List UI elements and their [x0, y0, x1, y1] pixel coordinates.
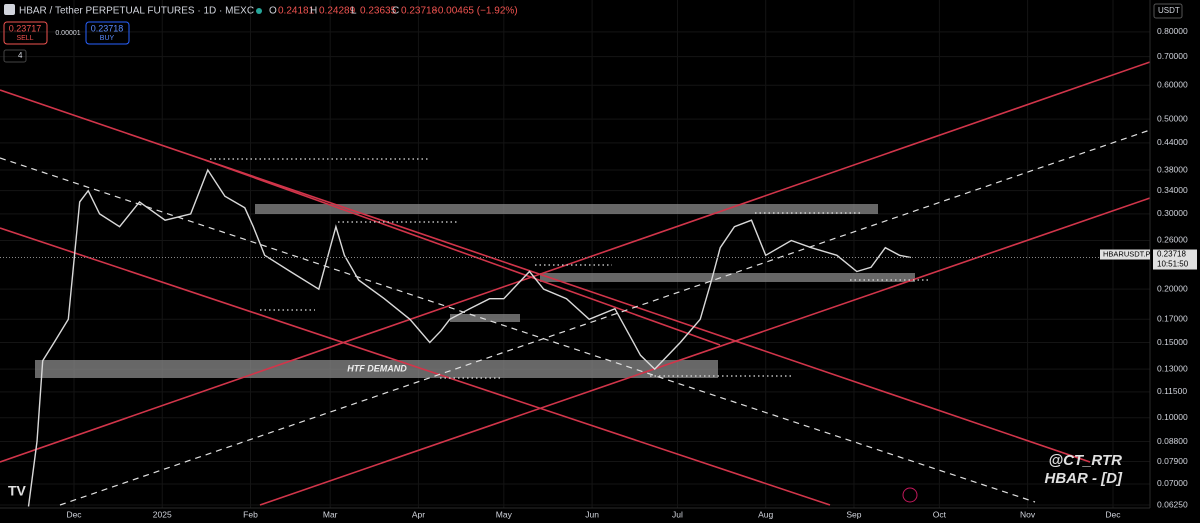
- supply-zone: [255, 204, 878, 214]
- price-tag-value-box: [1153, 249, 1197, 270]
- axes: 0.80000 0.70000 0.60000 0.50000 0.44000 0.380…: [66, 26, 1197, 519]
- ohlc-value: 0.24289: [319, 6, 356, 17]
- ohlc-key: L: [351, 6, 357, 17]
- x-tick-label: Oct: [933, 509, 947, 519]
- sell-price: 0.23717: [9, 23, 42, 33]
- y-tick-label: 0.38000: [1157, 164, 1188, 174]
- dashed-line: [59, 129, 1151, 506]
- spread: 0.00001: [55, 30, 80, 37]
- watermark: @CT_RTR: [1048, 452, 1122, 469]
- indicators-toggle[interactable]: [3, 49, 27, 63]
- x-tick-label: Aug: [758, 509, 773, 519]
- currency: USDT: [1158, 6, 1180, 15]
- status-dot: [256, 8, 262, 14]
- x-tick-label: Dec: [66, 509, 82, 519]
- y-tick-label: 0.50000: [1157, 113, 1188, 123]
- currency-button[interactable]: [1153, 3, 1183, 19]
- y-tick-label: 0.15000: [1157, 337, 1188, 347]
- buy-button[interactable]: [85, 21, 130, 45]
- symbol-icon: [4, 4, 15, 15]
- price-line: [27, 168, 912, 507]
- ohlc-key: C: [392, 6, 399, 17]
- plot: [0, 168, 1150, 507]
- price-tag-countdown: 10:51:50: [1157, 260, 1189, 269]
- y-tick-label: 0.11500: [1157, 386, 1187, 396]
- small-zone: [450, 314, 520, 322]
- y-tick-label: 0.60000: [1157, 80, 1188, 90]
- ohlc-key: O: [269, 6, 277, 17]
- zone-label: HTF DEMAND: [347, 363, 407, 373]
- y-tick-label: 0.13000: [1157, 363, 1188, 373]
- dashed-line: [0, 157, 1036, 503]
- demand-zone: [35, 360, 718, 378]
- x-tick-label: Apr: [412, 509, 425, 519]
- sell-label: SELL: [16, 35, 33, 42]
- y-tick-label: 0.20000: [1157, 283, 1188, 293]
- y-tick-label: 0.10000: [1157, 412, 1188, 422]
- y-tick-label: 0.70000: [1157, 51, 1188, 61]
- ohlc-key: H: [310, 6, 317, 17]
- channel-line: [204, 159, 721, 346]
- tv-logo: TV: [8, 483, 27, 499]
- y-tick-label: 0.17000: [1157, 314, 1188, 324]
- y-tick-label: 0.34000: [1157, 185, 1188, 195]
- symbol-title: HBAR / Tether PERPETUAL FUTURES · 1D · M…: [19, 6, 254, 17]
- y-tick-label: 0.08800: [1157, 436, 1188, 446]
- channel-line: [0, 227, 831, 506]
- indicators-count: 4: [18, 51, 23, 60]
- price-tag: [1100, 249, 1150, 260]
- buy-price: 0.23718: [91, 23, 124, 33]
- y-tick-label: 0.44000: [1157, 137, 1188, 147]
- price-tag-value: 0.23718: [1157, 250, 1186, 259]
- x-tick-label: Dec: [1105, 509, 1121, 519]
- ohlc-value: 0.23718: [401, 6, 438, 17]
- channel-line: [259, 197, 1151, 506]
- x-tick-label: Jun: [585, 509, 599, 519]
- y-tick-label: 0.26000: [1157, 235, 1188, 245]
- x-tick-label: Mar: [323, 509, 338, 519]
- price-tag-symbol: HBARUSDT.P: [1103, 249, 1151, 258]
- watermark: HBAR - [D]: [1045, 470, 1123, 487]
- support-zone: [540, 273, 915, 282]
- channel-line: [0, 89, 1091, 463]
- buy-label: BUY: [100, 35, 115, 42]
- y-tick-label: 0.80000: [1157, 26, 1188, 36]
- event-icon[interactable]: [902, 487, 918, 503]
- x-tick-label: Nov: [1020, 509, 1036, 519]
- x-tick-label: Feb: [243, 509, 258, 519]
- y-tick-label: 0.30000: [1157, 208, 1188, 218]
- x-tick-label: May: [496, 509, 513, 519]
- drawings: [0, 61, 1151, 506]
- x-tick-label: Sep: [846, 509, 861, 519]
- y-tick-label: 0.07000: [1157, 478, 1188, 488]
- channel-line: [0, 61, 1151, 463]
- change: −0.00465 (−1.92%): [432, 6, 518, 17]
- ohlc-value: 0.24181: [278, 6, 315, 17]
- y-tick-label: 0.06250: [1157, 499, 1188, 509]
- ohlc-value: 0.23635: [360, 6, 397, 17]
- x-tick-label: 2025: [153, 509, 172, 519]
- x-tick-label: Jul: [672, 509, 683, 519]
- y-tick-label: 0.07900: [1157, 456, 1188, 466]
- sell-button[interactable]: [3, 21, 48, 45]
